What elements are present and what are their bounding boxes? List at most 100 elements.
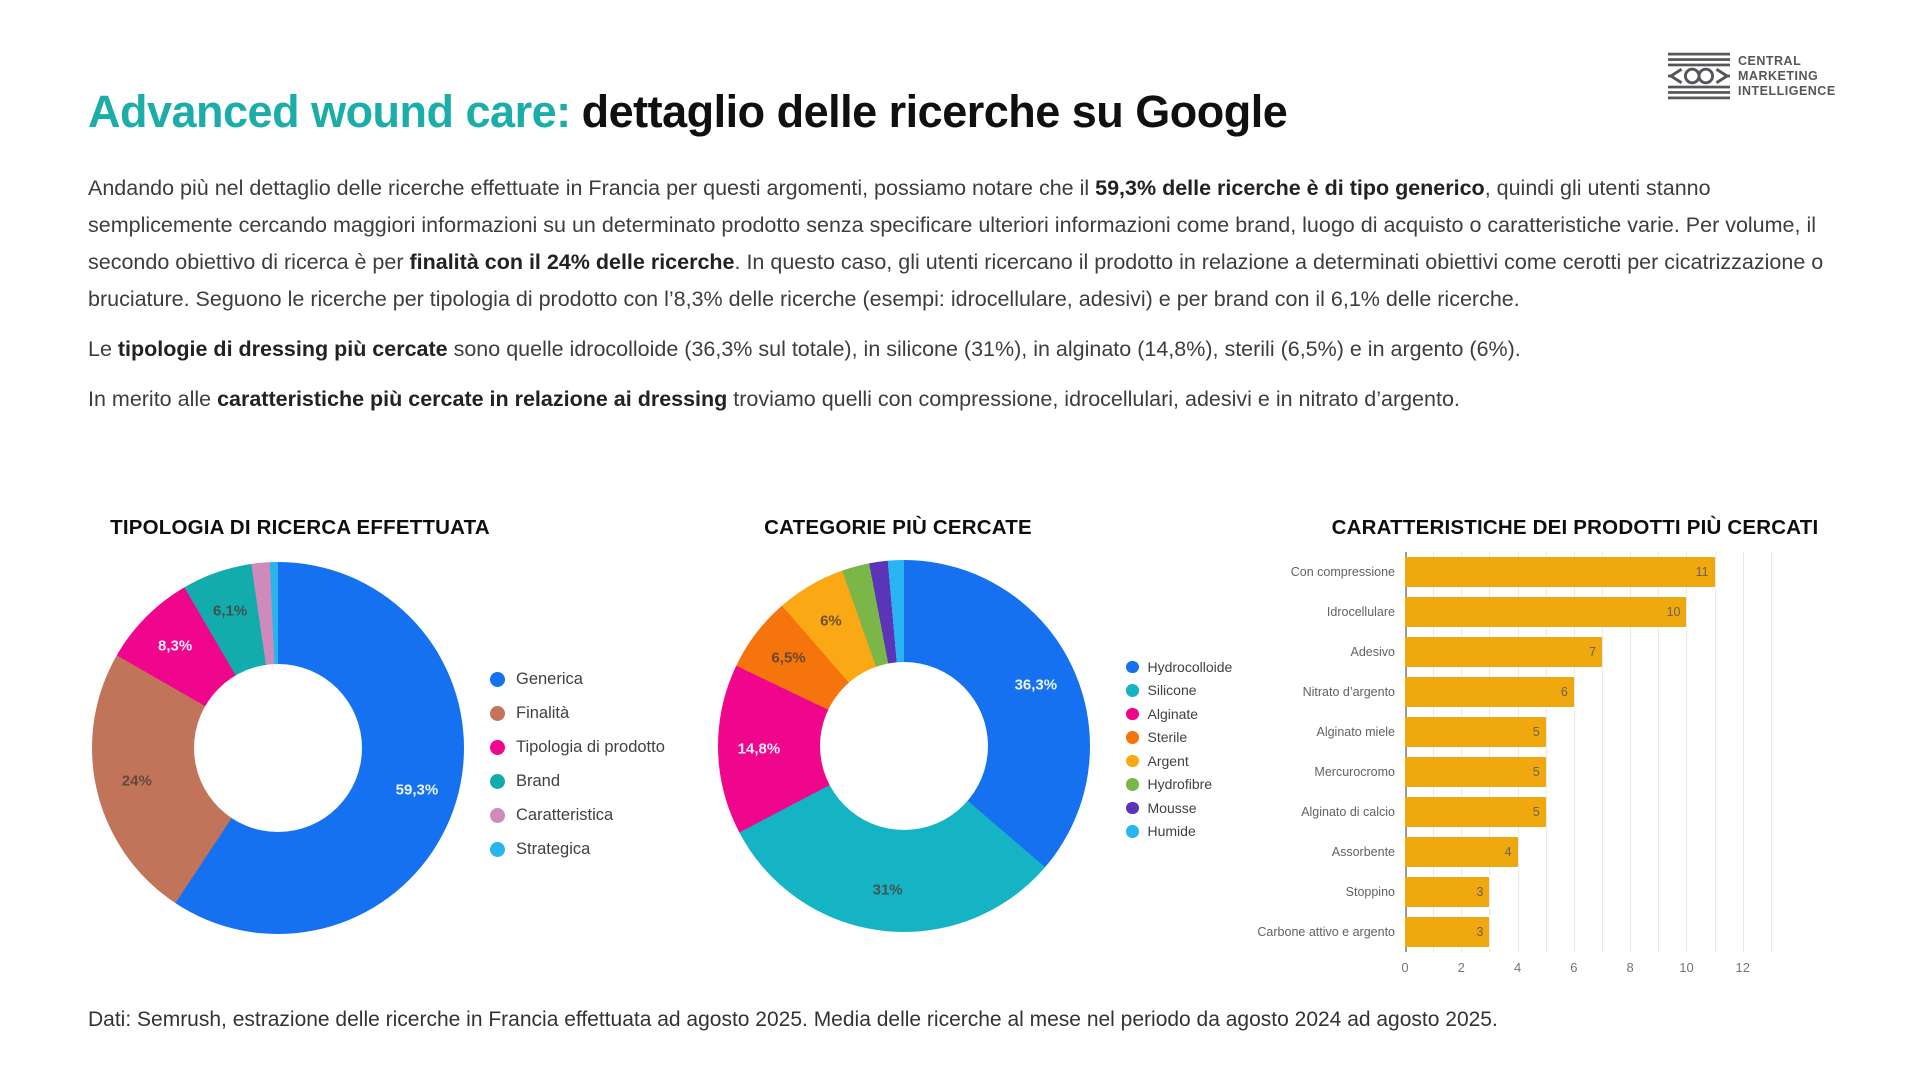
legend-item-silicone: Silicone [1126,679,1232,703]
bar-category-label: Mercurocromo [1314,765,1395,779]
bar-category-label: Carbone attivo e argento [1257,925,1395,939]
legend-item-sterile: Sterile [1126,726,1232,750]
bar-category-label: Stoppino [1345,885,1395,899]
intro-paragraphs: Andando più nel dettaglio delle ricerche… [88,170,1850,431]
legend-dot [1126,825,1139,838]
legend-item-mousse: Mousse [1126,796,1232,820]
bar-value-label: 5 [1532,805,1540,819]
legend-item-generica: Generica [490,662,665,696]
legend-label: Alginate [1147,705,1199,722]
company-logo: CENTRAL MARKETING INTELLIGENCE [1668,52,1836,100]
x-tick-label: 4 [1513,960,1522,975]
bar-value-label: 6 [1560,685,1568,699]
bar: 11 [1405,557,1715,587]
bar: 5 [1405,717,1546,747]
bar-value-label: 5 [1532,765,1540,779]
legend-label: Hydrofibre [1147,776,1213,793]
x-tick-label: 6 [1570,960,1578,975]
bar-track: 5 [1405,797,1785,827]
gridline [1714,552,1716,952]
bar-track: 5 [1405,717,1785,747]
gridline [1517,552,1519,952]
donut2-title: CATEGORIE PIÙ CERCATE [764,516,1032,539]
bar-row: Assorbente 4 [1165,832,1785,872]
legend-label: Silicone [1147,682,1197,699]
bar-track: 6 [1405,677,1785,707]
x-tick-label: 8 [1626,960,1634,975]
legend-item-strategica: Strategica [490,832,665,866]
gridline [1658,552,1660,952]
legend-dot [490,841,505,857]
y-axis-line [1405,552,1407,952]
legend-item-brand: Brand [490,764,665,798]
bar-category-label: Alginato miele [1316,725,1395,739]
logo-icon [1668,52,1730,100]
bar-track: 3 [1405,917,1785,947]
slice-label-generica: 59,3% [395,781,439,799]
logo-line-1: CENTRAL [1738,53,1802,68]
bar: 4 [1405,837,1518,867]
logo-line-3: INTELLIGENCE [1738,83,1836,98]
legend-item-argent: Argent [1126,749,1232,773]
logo-line-2: MARKETING [1738,68,1819,83]
legend-label: Argent [1147,752,1189,769]
bar-value-label: 3 [1476,885,1484,899]
bar: 7 [1405,637,1603,667]
bar-row: Alginato miele 5 [1165,712,1785,752]
bar-track: 5 [1405,757,1785,787]
bar-category-label: Alginato di calcio [1301,805,1395,819]
gridline [1686,552,1688,952]
bar-row: Alginato di calcio 5 [1165,792,1785,832]
x-tick-label: 10 [1679,960,1694,975]
page-title: Advanced wound care: dettaglio delle rice… [88,86,1288,138]
legend-label: Generica [516,669,583,688]
bar: 5 [1405,797,1546,827]
gridline [1489,552,1491,952]
legend-dot [1126,707,1139,720]
legend-dot [490,671,505,687]
legend-dot [1126,778,1139,791]
legend-dot [490,773,505,789]
paragraph-3: In merito alle caratteristiche più cerca… [88,387,1460,411]
bar-row: Idrocellulare 10 [1165,592,1785,632]
paragraph-1: Andando più nel dettaglio delle ricerche… [88,176,1824,311]
bar: 6 [1405,677,1574,707]
slice-label-tipologia-di-prodotto: 8,3% [157,637,193,655]
bar-value-label: 7 [1589,645,1597,659]
slice-label-alginate: 14,8% [737,740,781,758]
gridline [1770,552,1772,952]
legend-dot [490,807,505,823]
slice-label-finalità: 24% [121,772,152,790]
bar-row: Carbone attivo e argento 3 [1165,912,1785,952]
bar-value-label: 3 [1476,925,1484,939]
bar-value-label: 5 [1532,725,1540,739]
bar-track: 4 [1405,837,1785,867]
bar-value-label: 10 [1666,605,1681,619]
slice-label-argent: 6% [820,612,842,630]
bar: 3 [1405,877,1490,907]
bar-category-label: Assorbente [1331,845,1395,859]
donut-chart-categorie: 36,3% 31% 14,8% 6,5% 6% [718,560,1090,932]
slice-label-silicone: 31% [872,881,903,899]
donut-chart-tipologia-di-ricerca: 59,3% 24% 8,3% 6,1% [92,562,464,934]
legend-label: Mousse [1147,799,1197,816]
gridline [1461,552,1463,952]
x-tick-label: 0 [1401,960,1409,975]
legend-item-humide: Humide [1126,820,1232,844]
legend-label: Caratteristica [516,805,614,824]
legend-item-caratteristica: Caratteristica [490,798,665,832]
legend-item-alginate: Alginate [1126,702,1232,726]
legend-item-hydrofibre: Hydrofibre [1126,773,1232,797]
donut1-legend: Generica Finalità Tipologia di prodotto Bra… [490,662,665,866]
bar-category-label: Con compressione [1290,565,1395,579]
legend-label: Sterile [1147,729,1188,746]
gridline [1545,552,1547,952]
legend-dot [1126,731,1139,744]
gridline [1573,552,1575,952]
page-title-highlight: Advanced wound care: [88,86,571,137]
legend-label: Strategica [516,839,591,858]
gridline [1602,552,1604,952]
gridline [1433,552,1435,952]
bar-row: Stoppino 3 [1165,872,1785,912]
